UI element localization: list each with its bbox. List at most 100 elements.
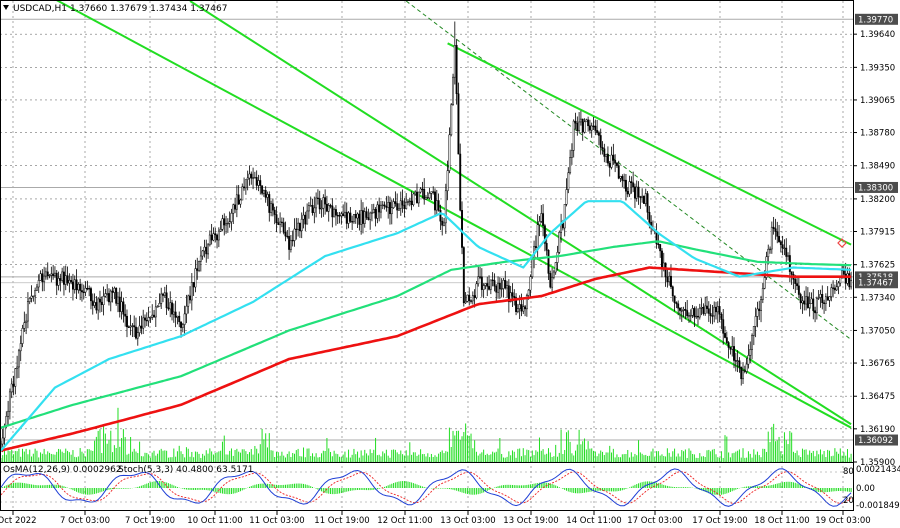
volume-bar <box>800 457 802 462</box>
osma-bar <box>203 488 205 490</box>
osma-bar <box>733 488 735 491</box>
volume-bar <box>717 457 719 462</box>
osma-bar <box>668 486 670 488</box>
osma-bar <box>414 483 416 488</box>
osma-bar <box>783 482 785 488</box>
osma-bar <box>400 481 402 488</box>
osma-bar <box>704 488 706 492</box>
osma-bar <box>663 484 665 488</box>
volume-bar <box>715 454 717 462</box>
osma-bar <box>76 488 78 492</box>
stoch-level-label: 20 <box>843 496 854 506</box>
candle-body <box>86 287 89 290</box>
volume-bar <box>162 450 164 462</box>
volume-bar <box>202 453 204 462</box>
osma-bar <box>149 482 151 488</box>
volume-bar <box>681 450 683 462</box>
osma-bar <box>683 487 685 488</box>
osma-bar <box>834 488 836 492</box>
candle-body <box>688 315 690 317</box>
osma-bar <box>567 488 569 492</box>
volume-bar <box>603 455 605 462</box>
osma-bar <box>257 483 259 488</box>
candle-body <box>207 244 209 255</box>
volume-bar <box>477 455 479 462</box>
osma-bar <box>472 488 474 495</box>
osma-bar <box>229 488 231 495</box>
volume-bar <box>558 452 560 462</box>
osma-bar <box>520 485 522 488</box>
osma-bar <box>819 488 821 493</box>
candle-body <box>776 231 779 237</box>
stoch-signal-line <box>0 471 852 504</box>
candle-body <box>248 173 251 179</box>
candle-body <box>765 256 768 278</box>
volume-bar <box>621 454 623 462</box>
volume-bar <box>394 449 396 462</box>
osma-bar <box>288 484 290 488</box>
time-axis[interactable]: 6 Oct 2022 7 Oct 03:00 7 Oct 19:00 10 Oct 1… <box>0 511 871 526</box>
volume-bar <box>335 453 337 462</box>
osma-bar <box>166 482 168 488</box>
volume-bar <box>465 423 467 462</box>
candle-body <box>754 316 757 327</box>
volume-bar <box>122 429 124 462</box>
candle-body <box>646 193 649 213</box>
alert-marker-icon[interactable] <box>837 238 847 248</box>
candle-body <box>677 303 680 309</box>
volume-bar <box>828 450 830 462</box>
channel-line <box>189 1 852 426</box>
volume-bar <box>94 440 96 462</box>
dropdown-triangle-icon[interactable] <box>3 5 9 10</box>
candle-body <box>670 275 672 287</box>
volume-bar <box>357 451 359 462</box>
osma-bar <box>160 481 162 488</box>
candle-body <box>340 213 343 217</box>
candle-body <box>518 304 521 309</box>
volume-bar <box>787 444 789 462</box>
candle-body <box>511 292 514 297</box>
indicator-tick-label: 0.00 <box>856 484 875 494</box>
volume-bar <box>611 452 613 462</box>
candle-body <box>156 306 159 308</box>
osma-bar <box>92 488 94 495</box>
candle-body <box>160 293 163 304</box>
volume-bar <box>484 454 486 462</box>
candle-body <box>329 205 332 207</box>
osma-bar <box>421 486 423 488</box>
volume-bar <box>128 453 130 462</box>
volume-bar <box>211 451 213 462</box>
volume-bar <box>362 455 364 462</box>
volume-bar <box>710 451 712 462</box>
volume-bar <box>641 453 643 462</box>
osma-bar <box>620 488 622 491</box>
volume-bar <box>625 454 627 462</box>
volume-bar <box>326 437 328 462</box>
volume-bar <box>257 453 259 462</box>
volume-bar <box>20 456 22 462</box>
price-axis[interactable]: 1.39640 1.39350 1.39065 1.38780 1.38490 1.382… <box>853 13 898 468</box>
candle-body <box>126 315 128 328</box>
osma-bar <box>762 486 764 488</box>
osma-bar <box>556 486 558 488</box>
candle-body <box>19 343 22 352</box>
osma-bar <box>841 488 843 492</box>
osma-bar <box>4 486 6 488</box>
candle-body <box>697 315 699 318</box>
candle-body <box>468 294 471 301</box>
osma-bar <box>185 488 187 490</box>
candle-body <box>808 303 811 308</box>
candle-body <box>471 295 474 302</box>
candle-body <box>421 188 424 190</box>
candle-body <box>1 437 4 445</box>
volume-bar <box>776 440 778 462</box>
volume-bar <box>67 450 69 462</box>
osma-bar <box>194 488 196 490</box>
volume-bar <box>551 456 553 462</box>
candle-body <box>578 121 581 131</box>
osma-bar <box>593 488 595 492</box>
osma-bar <box>216 488 218 493</box>
osma-bar <box>97 488 99 493</box>
osma-bar <box>711 488 713 495</box>
